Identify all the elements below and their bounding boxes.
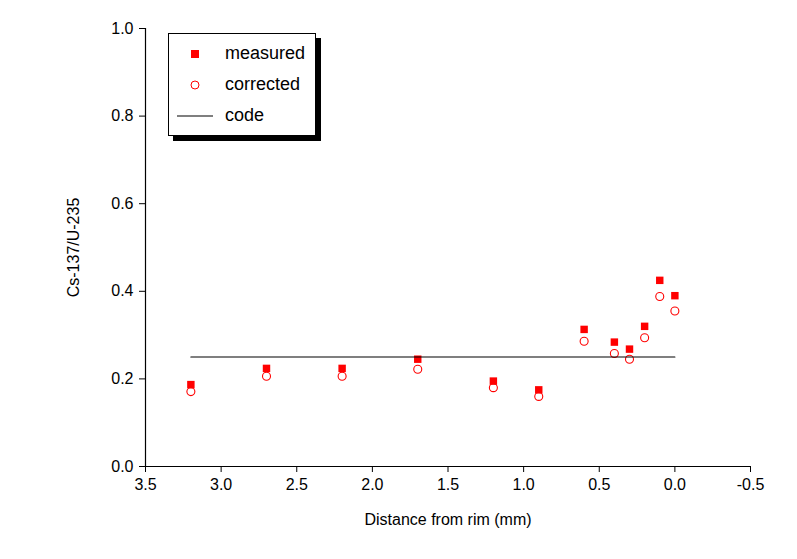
svg-text:0.6: 0.6 xyxy=(111,195,133,212)
svg-text:0.8: 0.8 xyxy=(111,107,133,124)
html-text:code: code xyxy=(225,105,264,125)
svg-text:0.2: 0.2 xyxy=(111,370,133,387)
svg-text:Distance from rim (mm): Distance from rim (mm) xyxy=(364,511,531,528)
svg-text:-0.5: -0.5 xyxy=(737,476,765,493)
svg-text:0.0: 0.0 xyxy=(664,476,686,493)
svg-text:2.5: 2.5 xyxy=(286,476,308,493)
svg-text:1.0: 1.0 xyxy=(513,476,535,493)
svg-text:3.5: 3.5 xyxy=(134,476,156,493)
svg-text:Cs-137/U-235: Cs-137/U-235 xyxy=(65,198,82,298)
svg-text:2.0: 2.0 xyxy=(361,476,383,493)
svg-text:1.5: 1.5 xyxy=(437,476,459,493)
html-text:measured: measured xyxy=(225,43,305,63)
svg-text:0.4: 0.4 xyxy=(111,282,133,299)
svg-text:3.0: 3.0 xyxy=(210,476,232,493)
svg-text:0.5: 0.5 xyxy=(588,476,610,493)
svg-text:1.0: 1.0 xyxy=(111,20,133,37)
html-text:corrected: corrected xyxy=(225,74,300,94)
svg-text:0.0: 0.0 xyxy=(111,458,133,475)
